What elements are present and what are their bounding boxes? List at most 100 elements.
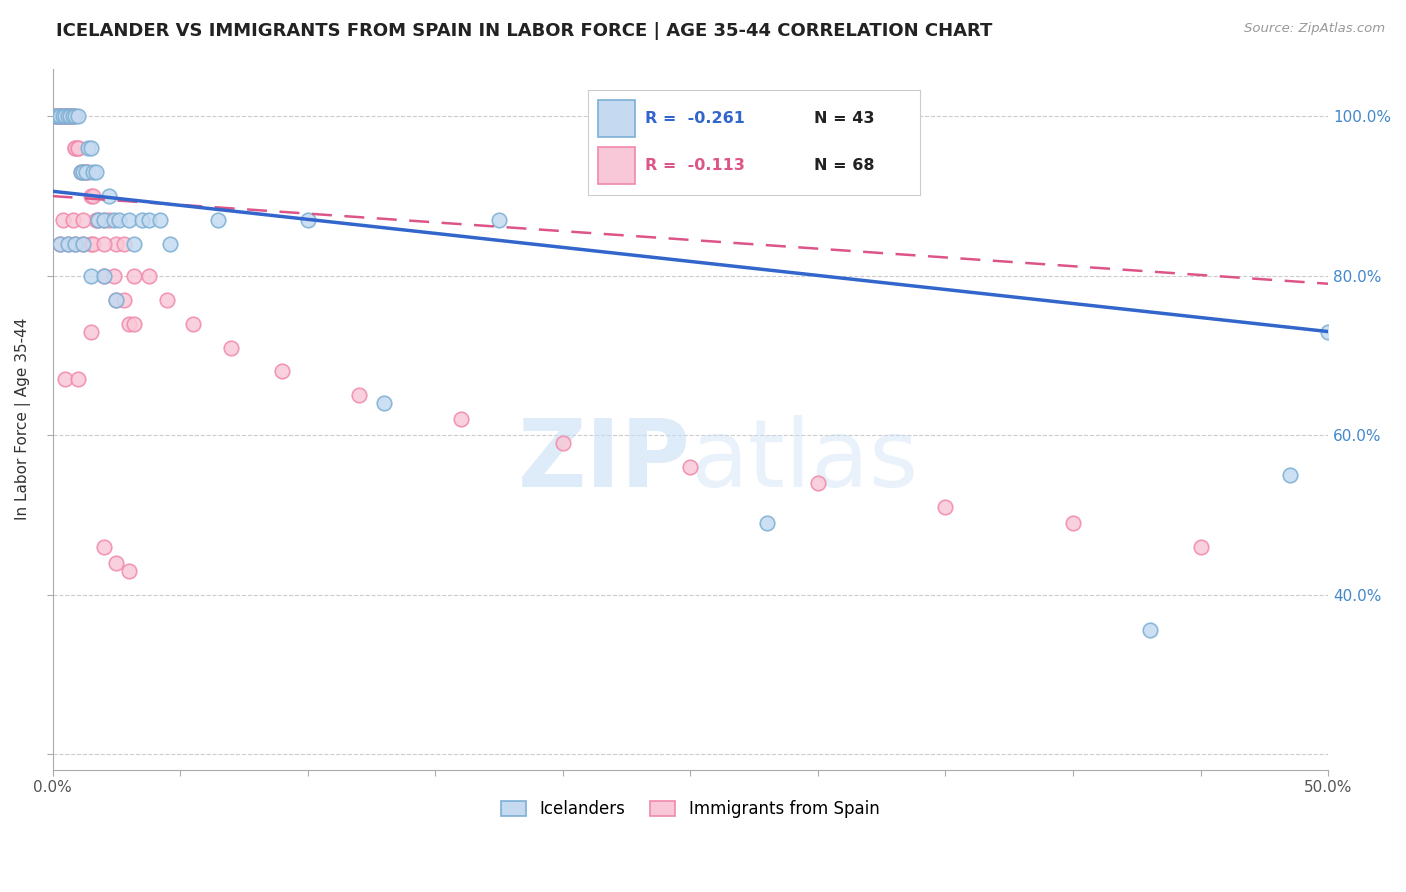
Point — [49, 236, 72, 251]
Point — [551, 436, 574, 450]
Point — [49, 109, 72, 123]
Point — [122, 317, 145, 331]
Point — [934, 500, 956, 514]
Point — [82, 236, 104, 251]
Point — [103, 268, 125, 283]
Point — [219, 341, 242, 355]
Point — [59, 109, 82, 123]
Point — [105, 556, 128, 570]
Point — [44, 109, 66, 123]
Point — [49, 236, 72, 251]
Text: Source: ZipAtlas.com: Source: ZipAtlas.com — [1244, 22, 1385, 36]
Point — [207, 213, 229, 227]
Point — [56, 109, 79, 123]
Point — [46, 109, 69, 123]
Point — [80, 189, 103, 203]
Point — [112, 293, 135, 307]
Point — [93, 213, 115, 227]
Point — [62, 109, 84, 123]
Point — [46, 109, 69, 123]
Point — [80, 268, 103, 283]
Point — [181, 317, 204, 331]
Point — [159, 236, 181, 251]
Point — [1062, 516, 1084, 530]
Point — [52, 109, 75, 123]
Point — [122, 236, 145, 251]
Point — [93, 213, 115, 227]
Point — [65, 236, 87, 251]
Point — [53, 372, 76, 386]
Point — [49, 109, 72, 123]
Point — [1278, 468, 1301, 483]
Point — [69, 165, 91, 179]
Point — [65, 141, 87, 155]
Point — [59, 109, 82, 123]
Point — [72, 236, 94, 251]
Point — [80, 236, 103, 251]
Point — [1139, 624, 1161, 638]
Point — [103, 213, 125, 227]
Point — [75, 165, 97, 179]
Point — [84, 165, 107, 179]
Point — [72, 165, 94, 179]
Point — [52, 109, 75, 123]
Point — [1189, 540, 1212, 554]
Point — [53, 109, 76, 123]
Point — [65, 236, 87, 251]
Text: atlas: atlas — [690, 416, 918, 508]
Point — [77, 165, 100, 179]
Point — [82, 189, 104, 203]
Point — [93, 268, 115, 283]
Point — [56, 236, 79, 251]
Point — [69, 165, 91, 179]
Point — [72, 236, 94, 251]
Point — [72, 165, 94, 179]
Point — [297, 213, 319, 227]
Point — [52, 213, 75, 227]
Point — [156, 293, 179, 307]
Point — [87, 213, 110, 227]
Point — [488, 213, 510, 227]
Point — [93, 540, 115, 554]
Point — [62, 109, 84, 123]
Point — [347, 388, 370, 402]
Point — [118, 317, 141, 331]
Point — [118, 213, 141, 227]
Point — [80, 325, 103, 339]
Point — [62, 213, 84, 227]
Point — [1317, 325, 1340, 339]
Point — [87, 213, 110, 227]
Point — [84, 213, 107, 227]
Point — [44, 109, 66, 123]
Point — [755, 516, 778, 530]
Point — [62, 109, 84, 123]
Point — [56, 109, 79, 123]
Point — [271, 364, 294, 378]
Point — [138, 213, 160, 227]
Point — [80, 141, 103, 155]
Point — [149, 213, 172, 227]
Text: ZIP: ZIP — [517, 416, 690, 508]
Point — [56, 109, 79, 123]
Point — [65, 109, 87, 123]
Y-axis label: In Labor Force | Age 35-44: In Labor Force | Age 35-44 — [15, 318, 31, 520]
Point — [56, 236, 79, 251]
Point — [67, 372, 90, 386]
Point — [53, 109, 76, 123]
Text: ICELANDER VS IMMIGRANTS FROM SPAIN IN LABOR FORCE | AGE 35-44 CORRELATION CHART: ICELANDER VS IMMIGRANTS FROM SPAIN IN LA… — [56, 22, 993, 40]
Point — [82, 165, 104, 179]
Point — [46, 109, 69, 123]
Point — [75, 165, 97, 179]
Point — [93, 236, 115, 251]
Point — [67, 109, 90, 123]
Point — [108, 213, 131, 227]
Point — [807, 476, 830, 491]
Point — [67, 141, 90, 155]
Point — [53, 109, 76, 123]
Point — [105, 236, 128, 251]
Point — [67, 141, 90, 155]
Point — [679, 460, 702, 475]
Point — [52, 109, 75, 123]
Point — [373, 396, 395, 410]
Legend: Icelanders, Immigrants from Spain: Icelanders, Immigrants from Spain — [495, 794, 886, 825]
